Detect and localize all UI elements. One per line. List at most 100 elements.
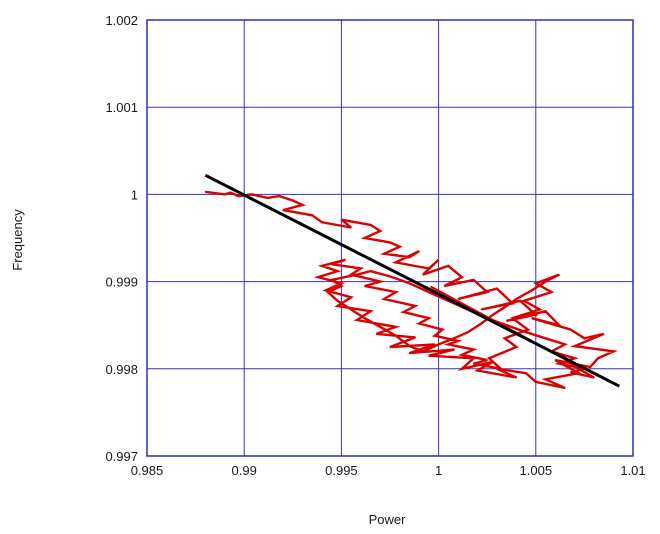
data-point [558,362,560,365]
data-point [331,279,333,281]
data-point [360,267,362,270]
data-point [457,298,459,300]
data-point [336,300,339,302]
data-point [350,296,352,298]
data-point [428,267,430,270]
series-2 [204,173,621,388]
data-point [395,291,397,293]
data-point [204,191,206,193]
data-point [447,343,449,345]
data-point [399,246,401,248]
x-tick-label: 0.99 [232,463,257,478]
data-point [589,366,591,368]
data-point [461,368,463,370]
data-point [408,345,411,347]
data-point [292,199,294,202]
data-point [414,305,416,307]
data-point [469,307,471,309]
data-point [434,343,436,345]
data-point [278,195,280,197]
data-point [570,371,572,373]
data-point [492,361,494,363]
data-point [583,337,586,339]
data-point [379,230,381,232]
data-point [570,328,572,331]
data-point [325,289,327,291]
data-point [527,328,529,331]
data-point [340,219,342,221]
data-point [336,305,339,307]
data-point [317,276,319,278]
data-point [389,275,391,277]
data-point [449,296,451,298]
data-point [515,376,517,379]
data-point [539,308,541,311]
y-tick-label: 0.997 [105,449,138,464]
data-point [525,372,527,374]
data-point [476,369,479,372]
data-point [395,326,397,328]
data-point [311,214,313,216]
data-point [453,349,455,351]
data-point [340,285,342,287]
data-point [515,298,517,300]
data-point [597,357,599,359]
data-point [379,281,381,283]
data-point [544,337,547,339]
data-point [438,343,440,345]
data-point [504,337,506,339]
data-point [612,350,615,352]
data-point [443,285,446,287]
plot-border [146,19,634,457]
data-point [511,302,514,304]
x-tick-label: 0.985 [131,463,164,478]
data-point [364,317,366,319]
data-point [457,340,459,342]
data-point [331,263,333,265]
data-point [375,333,377,335]
data-point [383,298,385,300]
data-point [544,310,547,312]
y-tick-label: 1 [131,187,138,202]
y-tick-label: 1.002 [105,13,138,28]
data-point [535,282,537,284]
x-tick-label: 0.995 [325,463,358,478]
data-point [515,346,517,348]
data-point [395,261,397,264]
data-point [395,335,397,337]
data-point [593,376,595,379]
data-point [461,276,463,278]
data-point [472,362,475,365]
data-point [488,357,490,359]
data-point [577,372,580,374]
data-point [229,192,232,194]
data-point [383,253,385,255]
data-point [389,346,391,348]
data-point [356,319,358,321]
data-point [544,281,547,283]
data-point [350,308,352,311]
y-axis-ticks: 0.997 0.998 0.999 1 1.001 1.002 [105,13,138,464]
data-point [340,282,342,284]
data-point [486,359,488,361]
data-point [434,335,436,337]
trend-line [204,173,621,388]
data-point [266,197,269,199]
data-point [369,224,372,226]
x-tick-label: 1.01 [620,463,645,478]
data-point [554,359,556,361]
data-point [336,270,339,272]
data-point [301,204,304,206]
data-point [523,300,525,302]
data-point [414,336,416,339]
data-point [418,322,420,325]
x-tick-label: 1.005 [520,463,553,478]
data-point [389,241,391,243]
data-point [535,314,537,316]
data-point [461,354,463,356]
data-point [472,349,475,351]
data-point [350,274,352,276]
y-tick-label: 0.999 [105,275,138,290]
x-axis-ticks: 0.985 0.99 0.995 1 1.005 1.01 [131,463,646,478]
data-point [544,378,547,380]
